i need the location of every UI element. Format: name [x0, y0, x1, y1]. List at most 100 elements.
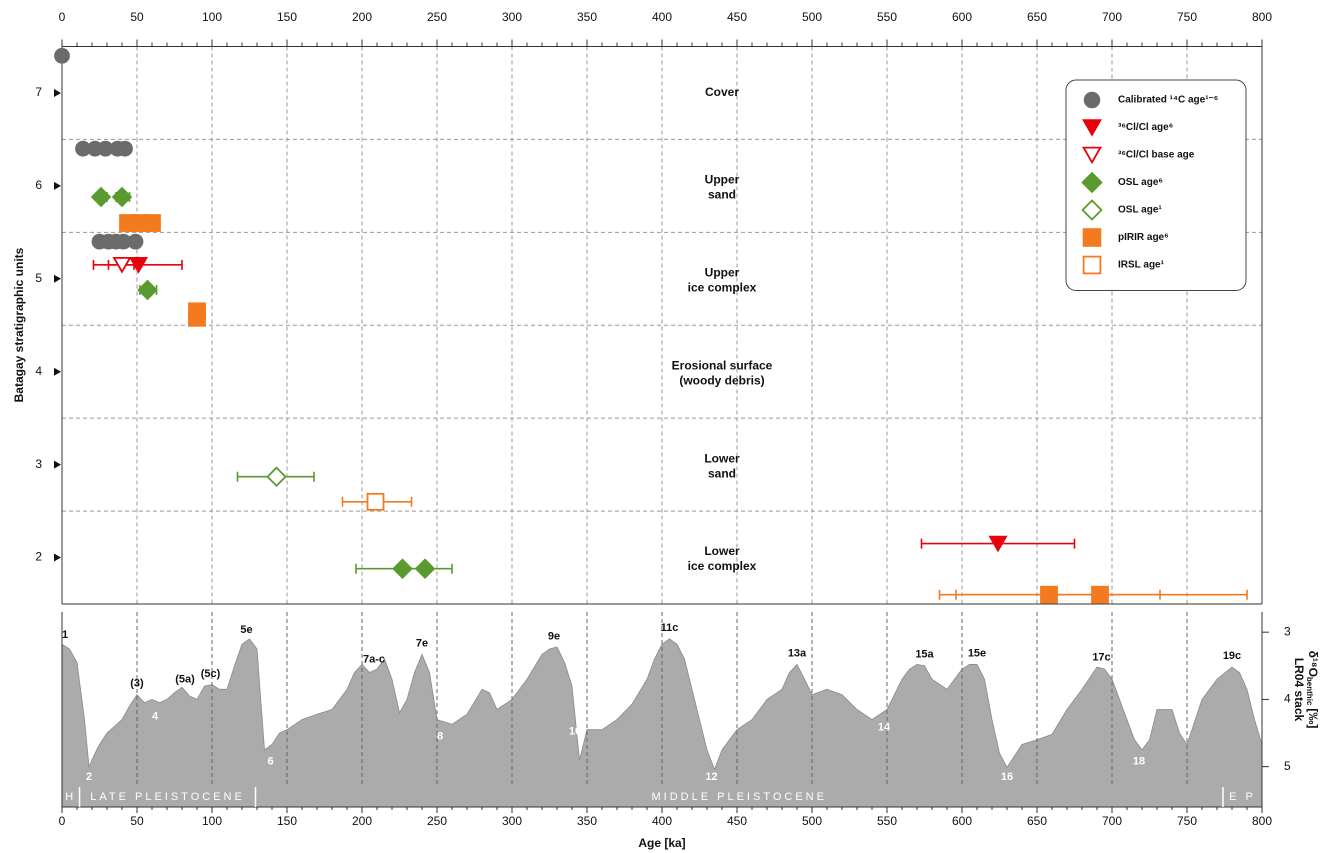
- x-tick-label: 600: [952, 10, 972, 24]
- y-axis-label-part: LR04 stack: [1292, 658, 1306, 722]
- marker: [127, 233, 144, 250]
- marker: [111, 186, 133, 208]
- x-tick-label: 300: [502, 10, 522, 24]
- unit-label: (woody debris): [679, 373, 764, 387]
- trough-label: 2: [86, 771, 92, 783]
- legend-marker: [1082, 119, 1102, 137]
- marker: [266, 466, 287, 487]
- marker: [414, 558, 436, 579]
- trough-label: 4: [152, 711, 159, 723]
- area: [61, 638, 1263, 808]
- marker: [137, 279, 158, 301]
- x-tick-label: 200: [352, 10, 372, 24]
- peak-label: 19c: [1223, 650, 1241, 662]
- epoch-label: H: [65, 791, 76, 803]
- marker: [54, 47, 70, 64]
- y-tick-label: 7: [35, 85, 42, 99]
- y-axis-label: Batagay stratigraphic units: [12, 247, 26, 402]
- x-tick-label: 150: [277, 814, 297, 828]
- trough-label: 14: [878, 721, 891, 733]
- legend-marker: [1082, 255, 1102, 275]
- x-tick-label: 50: [130, 814, 144, 828]
- unit-label: Erosional surface: [672, 358, 773, 372]
- unit-label: ice complex: [688, 559, 757, 573]
- x-tick-label: 250: [427, 10, 447, 24]
- epoch-label: MIDDLE PLEISTOCENE: [652, 791, 827, 803]
- legend-label: IRSL age¹: [1118, 260, 1165, 271]
- x-tick-label: 350: [577, 10, 597, 24]
- peak-label: (3): [130, 678, 144, 690]
- x-tick-label: 500: [802, 814, 822, 828]
- trough-label: 18: [1133, 756, 1145, 768]
- trough-label: 8: [437, 730, 443, 742]
- peak-label: 5e: [240, 624, 252, 636]
- unit-label: Upper: [705, 173, 740, 187]
- y-axis-label: LR04 stack: [1292, 658, 1306, 722]
- y-tick-label: 3: [35, 457, 42, 471]
- legend-marker: [1081, 171, 1103, 194]
- trough-label: 16: [1001, 771, 1013, 783]
- legend-marker: [1082, 146, 1102, 165]
- x-tick-label: 0: [59, 10, 66, 24]
- y-tick-label: 6: [35, 178, 42, 192]
- marker: [90, 186, 112, 208]
- unit-label: sand: [708, 466, 736, 480]
- marker: [988, 535, 1008, 553]
- tick-mark: [54, 367, 61, 376]
- marker: [117, 140, 133, 157]
- peak-label: 1: [62, 629, 68, 641]
- legend-marker: [1083, 91, 1101, 109]
- x-tick-label: 0: [59, 814, 66, 828]
- x-tick-label: 50: [130, 10, 144, 24]
- legend-marker: [1082, 228, 1102, 247]
- x-tick-label: 150: [277, 10, 297, 24]
- peak-label: 13a: [788, 647, 807, 659]
- unit-label: Lower: [704, 544, 740, 558]
- x-tick-label: 650: [1027, 814, 1047, 828]
- x-tick-label: 700: [1102, 10, 1122, 24]
- x-tick-label: 600: [952, 814, 972, 828]
- peak-label: (5c): [201, 668, 221, 680]
- unit-label: Upper: [705, 265, 740, 279]
- x-tick-label: 450: [727, 814, 747, 828]
- marker: [1091, 585, 1109, 604]
- x-tick-label: 800: [1252, 10, 1272, 24]
- unit-label: sand: [708, 188, 736, 202]
- y-tick-label: 5: [35, 271, 42, 285]
- x-tick-label: 750: [1177, 10, 1197, 24]
- x-tick-label: 750: [1177, 814, 1197, 828]
- marker: [112, 256, 132, 274]
- x-tick-label: 800: [1252, 814, 1272, 828]
- legend-label: OSL age⁶: [1118, 177, 1163, 188]
- y-axis-label-part: benthic: [1305, 677, 1314, 706]
- y-tick-label: 4: [1284, 692, 1291, 706]
- y-axis-label: δ¹⁸Obenthic [‰]: [1305, 651, 1320, 729]
- tick-mark: [54, 460, 61, 469]
- trough-label: 10: [569, 725, 581, 737]
- y-tick-label: 3: [1284, 624, 1291, 638]
- legend-label: ³⁶Cl/Cl age⁶: [1118, 122, 1173, 133]
- marker: [188, 308, 206, 327]
- legend-label: ³⁶Cl/Cl base age: [1118, 150, 1195, 161]
- y-axis-label-part: δ¹⁸O: [1306, 651, 1320, 677]
- peak-label: (5a): [175, 674, 195, 686]
- x-tick-label: 100: [202, 10, 222, 24]
- x-tick-label: 400: [652, 814, 672, 828]
- tick-mark: [54, 181, 61, 190]
- trough-label: 6: [267, 755, 273, 767]
- legend: Calibrated ¹⁴C age¹⁻⁶ ³⁶Cl/Cl age⁶ ³⁶Cl/Cl…: [1065, 79, 1247, 291]
- unit-label: Cover: [705, 85, 739, 99]
- peak-label: 7e: [416, 637, 428, 649]
- epoch-label: LATE PLEISTOCENE: [90, 791, 245, 803]
- marker: [366, 492, 385, 511]
- marker: [392, 558, 413, 579]
- peak-label: 11c: [661, 622, 679, 634]
- peak-label: 15e: [968, 647, 986, 659]
- legend-label: Calibrated ¹⁴C age¹⁻⁶: [1118, 95, 1218, 106]
- y-axis-label-part: [‰]: [1306, 708, 1320, 728]
- unit-label: ice complex: [688, 280, 757, 294]
- x-tick-label: 550: [877, 10, 897, 24]
- epoch-label: E P: [1229, 791, 1256, 803]
- tick-mark: [54, 274, 61, 283]
